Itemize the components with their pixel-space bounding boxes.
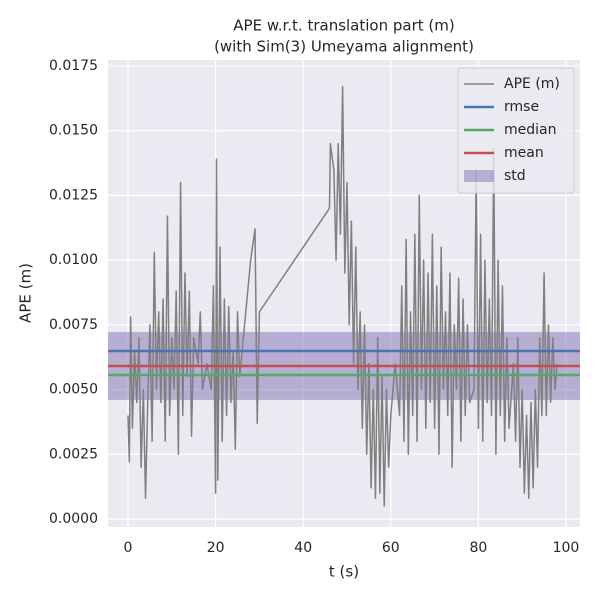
ape-line <box>127 85 558 507</box>
legend-box <box>457 67 575 194</box>
legend-swatch <box>464 170 494 182</box>
legend-label: median <box>504 122 556 138</box>
marks <box>108 85 580 507</box>
legend-label: mean <box>504 145 544 161</box>
x-tick-label: 80 <box>469 540 487 556</box>
y-tick-label: 0.0150 <box>49 123 98 139</box>
x-axis-label: t (s) <box>329 563 359 581</box>
x-tick-label: 20 <box>207 540 225 556</box>
legend: APE (m) rmse median mean std <box>457 67 575 194</box>
chart-title: APE w.r.t. translation part (m) <box>233 17 454 35</box>
y-tick-label: 0.0075 <box>49 317 98 333</box>
legend-label: std <box>504 168 526 184</box>
y-tick-label: 0.0050 <box>49 382 98 398</box>
x-tick-label: 40 <box>294 540 312 556</box>
legend-label: APE (m) <box>504 76 560 92</box>
y-tick-label: 0.0175 <box>49 58 98 74</box>
y-tick-label: 0.0125 <box>49 187 98 203</box>
x-tick-label: 60 <box>382 540 400 556</box>
y-axis-label: APE (m) <box>17 263 35 323</box>
chart-subtitle: (with Sim(3) Umeyama alignment) <box>214 38 474 56</box>
y-tick-label: 0.0100 <box>49 252 98 268</box>
y-tick-label: 0.0000 <box>49 511 98 527</box>
y-tick-label: 0.0025 <box>49 446 98 462</box>
legend-label: rmse <box>504 99 539 115</box>
x-tick-label: 0 <box>124 540 133 556</box>
x-tick-label: 100 <box>553 540 580 556</box>
